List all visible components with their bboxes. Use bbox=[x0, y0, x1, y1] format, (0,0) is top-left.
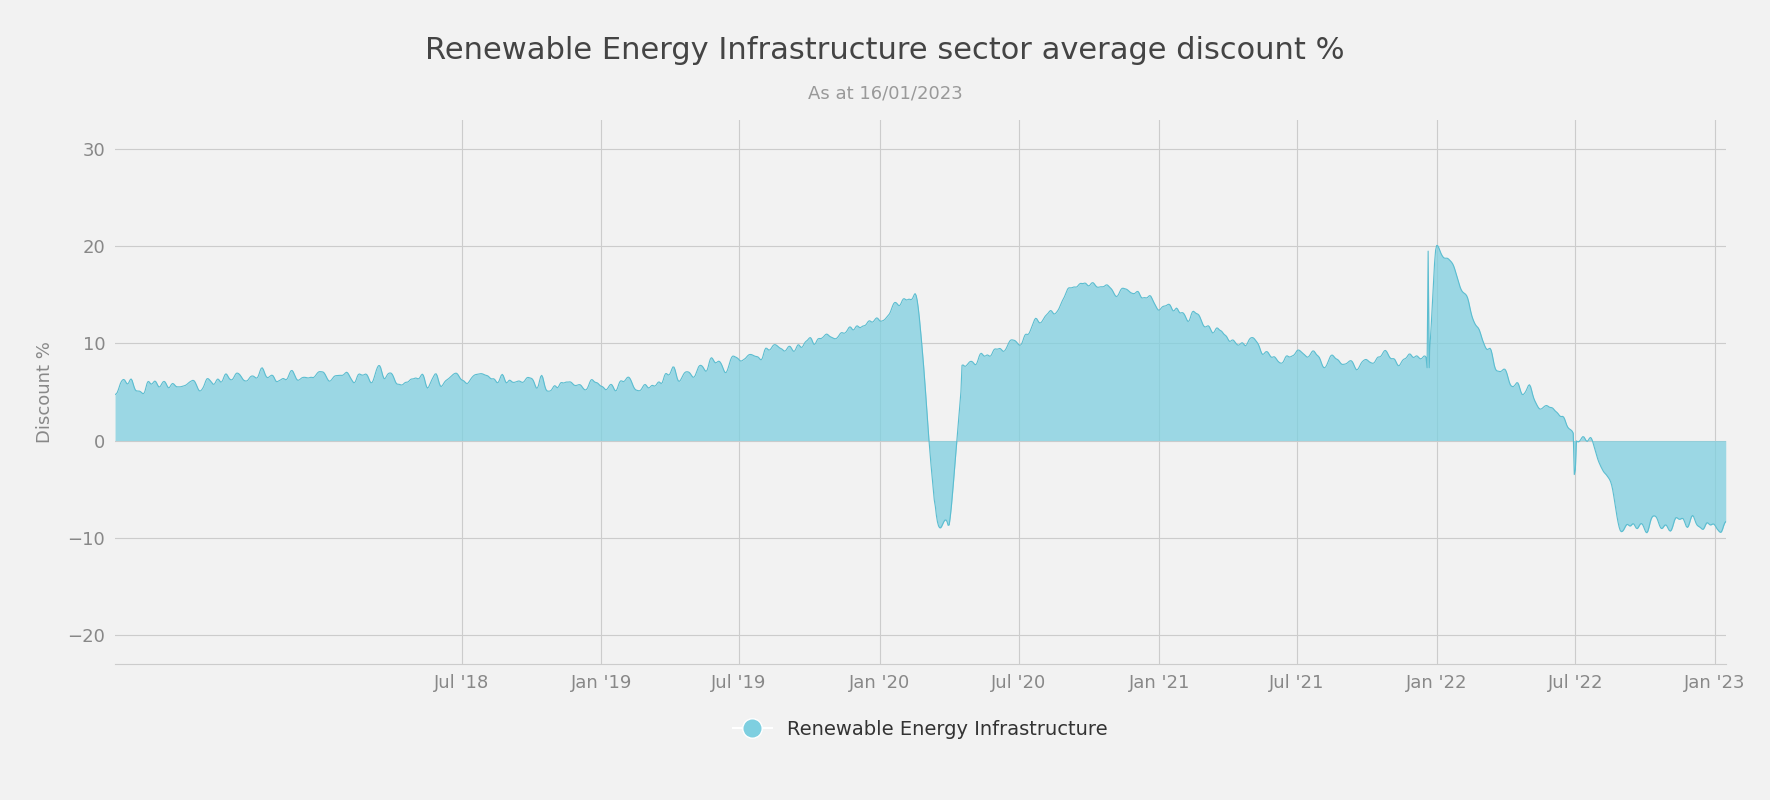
Legend: Renewable Energy Infrastructure: Renewable Energy Infrastructure bbox=[726, 712, 1115, 746]
Text: As at 16/01/2023: As at 16/01/2023 bbox=[807, 84, 963, 102]
Text: Renewable Energy Infrastructure sector average discount %: Renewable Energy Infrastructure sector a… bbox=[425, 36, 1345, 65]
Y-axis label: Discount %: Discount % bbox=[35, 341, 53, 443]
